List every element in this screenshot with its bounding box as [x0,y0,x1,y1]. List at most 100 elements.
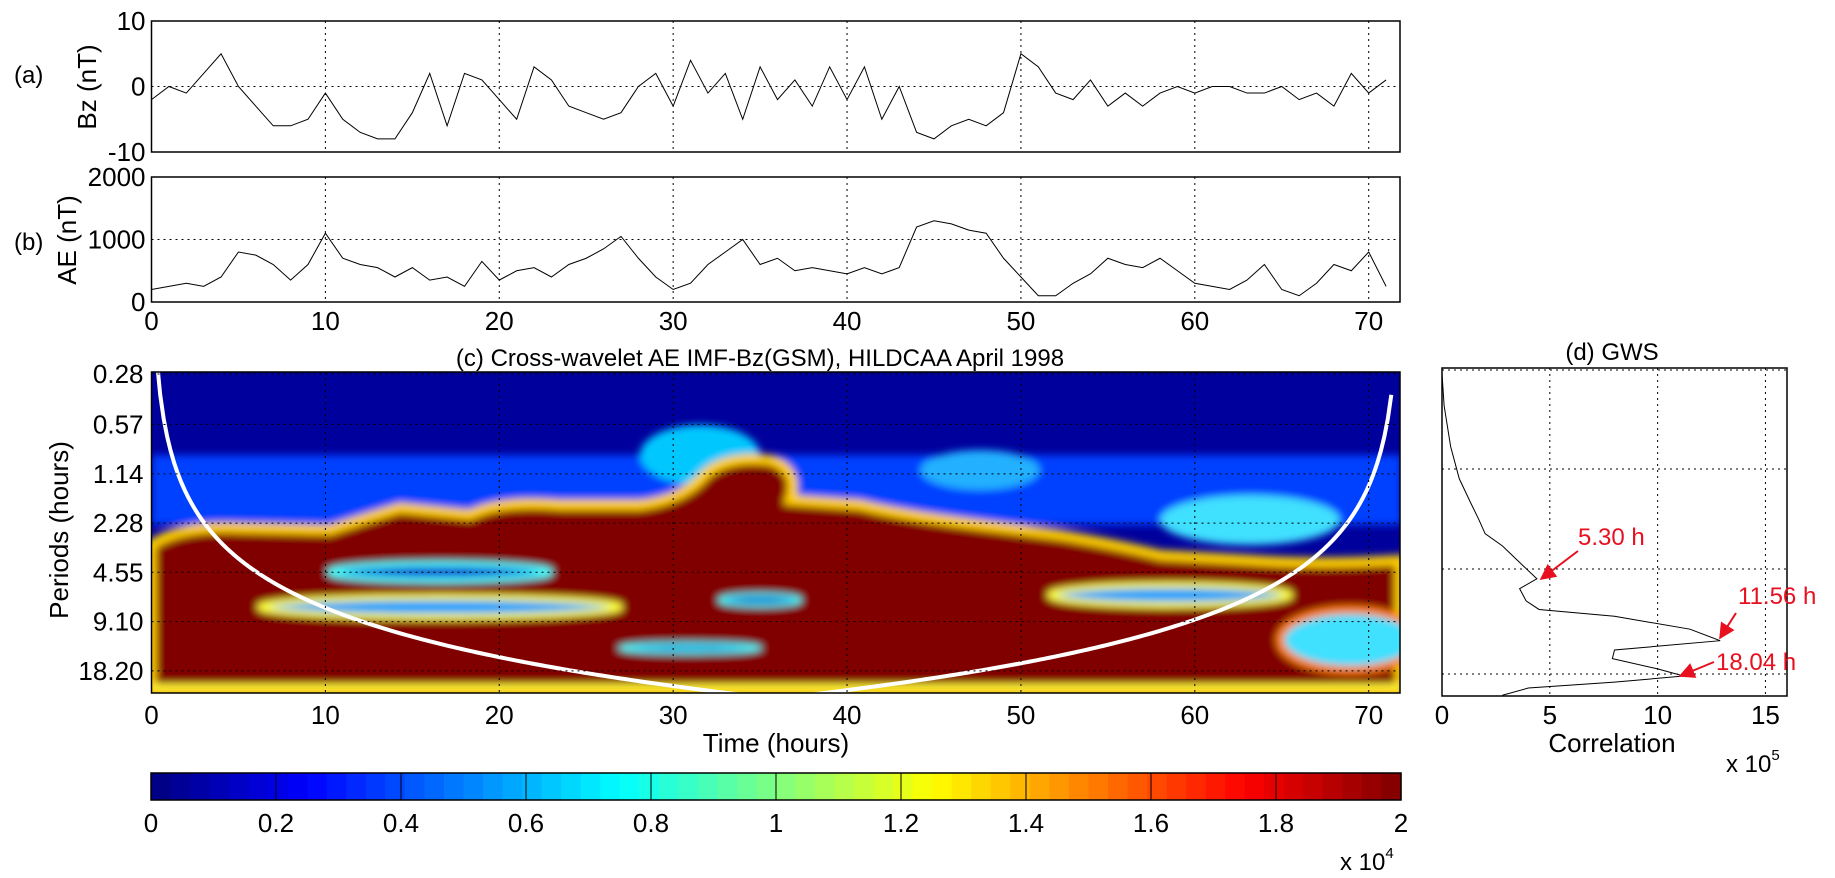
exponent-text: 5 [1771,747,1779,764]
panel-b-axes [150,176,1401,303]
colorbar-swatch [268,773,289,800]
annotation-arrow [1539,550,1579,580]
colorbar-swatch [385,773,406,800]
y-tick-label: 10 [117,6,146,36]
annotation-arrow [1719,612,1737,640]
colorbar-swatch [1361,773,1383,800]
heatmap-hole [1047,582,1293,608]
panel-a-ylabel: Bz (nT) [72,44,102,129]
colorbar-swatch [971,773,992,800]
peak-annotation: 11.56 h [1738,583,1816,610]
annotation-arrow [1678,661,1715,678]
colorbar-tick-label: 1 [769,808,783,838]
colorbar-swatch [229,773,250,800]
colorbar-swatch [1108,773,1129,800]
x-tick-label: 50 [1006,700,1035,730]
colorbar-swatch [502,773,523,800]
x-tick-label: 10 [1643,700,1672,730]
gws-series-line [1441,373,1721,696]
colorbar-swatch [1147,773,1168,800]
colorbar-tick-label: 2 [1394,808,1408,838]
colorbar-swatch [1068,773,1090,800]
colorbar-swatch [424,773,445,800]
colorbar-swatch [1029,773,1051,800]
heatmap-blob [1160,495,1340,545]
panel-b-label: (b) [14,229,43,256]
colorbar-swatch [190,773,211,800]
y-tick-label: 1000 [88,225,146,255]
colorbar-swatch [697,773,719,800]
colorbar-swatch [854,773,875,800]
colorbar-swatch [541,773,562,800]
colorbar-swatch [561,773,582,800]
colorbar-swatch [248,773,269,800]
x-tick-label: 20 [485,700,514,730]
panel-d-xlabel: Correlation [1548,728,1675,758]
colorbar-swatch [1244,773,1265,800]
y-tick-label: 0 [131,287,145,317]
x-tick-label: 0 [144,700,158,730]
colorbar-swatch [1049,773,1070,800]
colorbar-swatch [795,773,816,800]
colorbar-tick-label: 0.6 [508,808,544,838]
y-tick-label: 0 [131,72,145,102]
colorbar-tick-label: 1.2 [883,808,919,838]
colorbar-swatch [209,773,230,800]
colorbar-swatch [756,773,777,800]
colorbar-swatch [893,773,914,800]
colorbar-tick-label: 0.2 [258,808,294,838]
panel-c-xlabel: Time (hours) [703,728,849,758]
colorbar-swatch [776,773,797,800]
x-tick-label: 10 [311,306,340,336]
y-tick-label: 2.28 [93,508,144,538]
colorbar-swatch [1283,773,1304,800]
bz-series-line [151,52,1387,140]
y-tick-label: -10 [108,137,146,167]
colorbar-swatch [404,773,426,800]
x-tick-label: 70 [1354,306,1383,336]
cross-wavelet-heatmap [151,372,1400,693]
panel-d-axes [1441,367,1788,697]
x-tick-label: 10 [311,700,340,730]
peak-annotation: 5.30 h [1578,524,1645,551]
y-tick-label: 18.20 [78,656,143,686]
colorbar-swatch [307,773,328,800]
colorbar-swatch [1303,773,1324,800]
colorbar-tick-label: 1.4 [1008,808,1044,838]
x-tick-label: 15 [1751,700,1780,730]
y-tick-label: 0.57 [93,410,144,440]
colorbar-swatch [443,773,465,800]
x-tick-label: 40 [833,306,862,336]
peak-annotation: 18.04 h [1716,649,1796,676]
exponent-text: 4 [1385,845,1393,862]
colorbar-swatch [1342,773,1363,800]
panel-c-title: (c) Cross-wavelet AE IMF-Bz(GSM), HILDCA… [456,345,1064,372]
colorbar-swatch [932,773,953,800]
colorbar-swatch [1088,773,1109,800]
colorbar-swatch [287,773,308,800]
colorbar-swatch [815,773,836,800]
y-tick-label: 0.28 [93,359,144,389]
colorbar-swatch [346,773,367,800]
panel-b-ylabel: AE (nT) [52,195,82,285]
colorbar-swatch [1322,773,1344,800]
heatmap-blob [920,450,1040,490]
colorbar-swatch [658,773,679,800]
colorbar-swatch [1381,773,1402,800]
heatmap-high-region [151,454,1400,693]
colorbar-swatch [619,773,640,800]
colorbar-swatch [1166,773,1187,800]
colorbar-swatch [1264,773,1285,800]
colorbar-tick-label: 0.8 [633,808,669,838]
colorbar-swatch [463,773,484,800]
x-tick-label: 0 [1435,700,1449,730]
colorbar-multiplier: x 104 [1340,845,1394,876]
colorbar-swatch [873,773,894,800]
multiplier-text: x 10 [1340,849,1385,876]
colorbar-swatch [1010,773,1031,800]
y-tick-label: 9.10 [93,607,144,637]
colorbar-swatch [600,773,621,800]
panel-c-ylabel: Periods (hours) [44,441,74,619]
colorbar-swatch [717,773,738,800]
